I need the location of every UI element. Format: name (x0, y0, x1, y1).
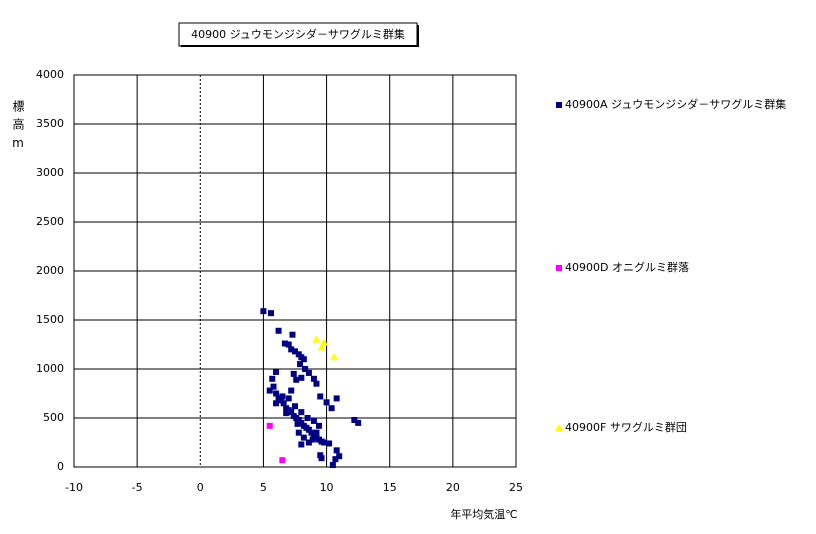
point (317, 393, 324, 400)
point (273, 368, 280, 375)
legend-label: 40900A ジュウモンジシダ－サワグルミ群集 (565, 97, 786, 111)
legend-marker (556, 265, 562, 271)
legend-label: 40900D オニグルミ群落 (565, 260, 689, 274)
x-tick-label: -10 (65, 481, 83, 494)
x-tick-label: -5 (132, 481, 143, 494)
point (298, 409, 305, 416)
point (326, 440, 333, 447)
point (294, 420, 301, 427)
point (290, 370, 297, 377)
chart-title: 40900 ジュウモンジシダ－サワグルミ群集 (191, 27, 405, 41)
point (275, 327, 282, 334)
point (292, 348, 298, 355)
point (268, 310, 275, 317)
y-tick-label: 3000 (36, 166, 64, 179)
point (288, 387, 295, 394)
point (318, 455, 325, 462)
point (273, 390, 280, 397)
y-axis-label: 標高m (11, 100, 25, 156)
point (285, 395, 292, 402)
point (336, 453, 343, 460)
point (279, 457, 286, 464)
point (300, 434, 307, 441)
y-tick-label: 3500 (36, 117, 64, 130)
point (330, 353, 339, 361)
point (298, 441, 305, 448)
point (305, 369, 312, 376)
point (285, 341, 292, 348)
point (281, 340, 288, 347)
y-tick-label: 4000 (36, 68, 64, 81)
point (317, 343, 326, 351)
y-tick-label: 1000 (36, 362, 64, 375)
x-tick-label: 10 (320, 481, 334, 494)
point (292, 403, 298, 410)
point (260, 308, 267, 315)
point (321, 439, 328, 446)
point (312, 335, 321, 343)
point (355, 419, 362, 426)
point (266, 387, 273, 394)
point (288, 346, 295, 353)
point (298, 374, 305, 381)
point (293, 376, 300, 383)
point (309, 436, 316, 443)
point (273, 400, 280, 407)
point (313, 380, 320, 387)
point (280, 400, 287, 407)
point (295, 429, 302, 436)
point (297, 361, 304, 368)
legend-marker (555, 424, 563, 431)
x-tick-label: 5 (260, 481, 267, 494)
point (310, 417, 317, 424)
point (289, 331, 296, 338)
y-tick-label: 2000 (36, 264, 64, 277)
point (305, 439, 312, 446)
point (323, 399, 330, 406)
point (333, 395, 340, 402)
point (304, 415, 311, 421)
point (288, 409, 295, 416)
x-tick-label: 20 (446, 481, 460, 494)
point (279, 393, 286, 400)
x-axis-label: 年平均気温℃ (450, 507, 517, 521)
point (310, 375, 317, 382)
point (269, 375, 276, 382)
point (270, 383, 277, 390)
point (332, 456, 339, 463)
point (333, 447, 340, 454)
point (302, 366, 309, 372)
point (320, 338, 329, 346)
point (266, 422, 273, 429)
point (283, 410, 290, 417)
y-tick-label: 2500 (36, 215, 64, 228)
y-tick-label: 500 (43, 411, 64, 424)
legend-label: 40900F サワグルミ群団 (565, 420, 687, 434)
x-tick-label: 25 (509, 481, 523, 494)
point (328, 405, 335, 412)
point (313, 429, 320, 436)
legend-marker (556, 102, 562, 108)
x-tick-label: 15 (383, 481, 397, 494)
point (315, 422, 322, 429)
point (351, 416, 358, 423)
y-tick-label: 1500 (36, 313, 64, 326)
point (329, 462, 336, 469)
point (300, 356, 307, 363)
y-tick-label: 0 (57, 460, 64, 473)
x-tick-label: 0 (197, 481, 204, 494)
